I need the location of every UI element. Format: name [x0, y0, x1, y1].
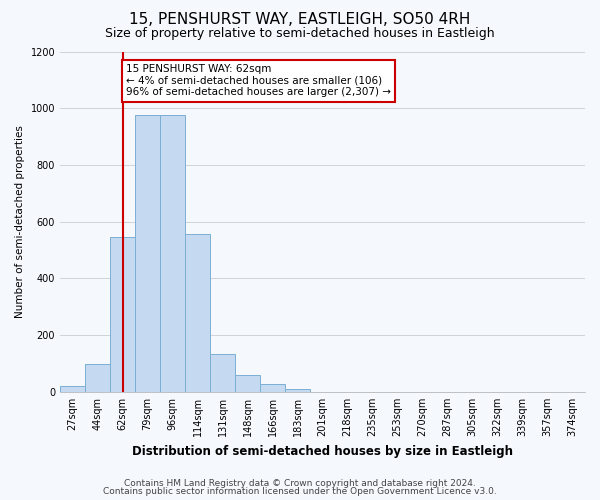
- X-axis label: Distribution of semi-detached houses by size in Eastleigh: Distribution of semi-detached houses by …: [132, 444, 513, 458]
- Bar: [85, 364, 110, 392]
- Text: Contains public sector information licensed under the Open Government Licence v3: Contains public sector information licen…: [103, 487, 497, 496]
- Bar: [235, 375, 260, 392]
- Bar: [110, 238, 135, 392]
- Bar: [185, 234, 210, 392]
- Bar: [260, 384, 285, 392]
- Y-axis label: Number of semi-detached properties: Number of semi-detached properties: [15, 126, 25, 318]
- Bar: [285, 389, 310, 392]
- Text: 15, PENSHURST WAY, EASTLEIGH, SO50 4RH: 15, PENSHURST WAY, EASTLEIGH, SO50 4RH: [130, 12, 470, 28]
- Bar: [135, 116, 160, 392]
- Bar: [160, 116, 185, 392]
- Bar: [60, 386, 85, 392]
- Text: Contains HM Land Registry data © Crown copyright and database right 2024.: Contains HM Land Registry data © Crown c…: [124, 478, 476, 488]
- Bar: [210, 354, 235, 392]
- Text: 15 PENSHURST WAY: 62sqm
← 4% of semi-detached houses are smaller (106)
96% of se: 15 PENSHURST WAY: 62sqm ← 4% of semi-det…: [126, 64, 391, 98]
- Text: Size of property relative to semi-detached houses in Eastleigh: Size of property relative to semi-detach…: [105, 28, 495, 40]
